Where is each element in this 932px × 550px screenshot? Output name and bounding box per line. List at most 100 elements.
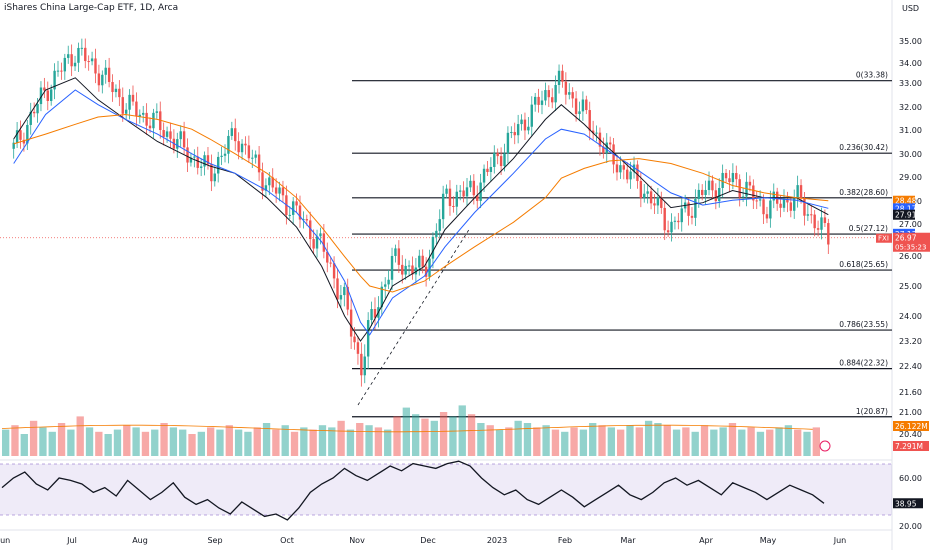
candle-body (22, 139, 26, 144)
volume-bar (598, 425, 606, 456)
candle-body (305, 219, 309, 221)
volume-bar (169, 427, 178, 456)
volume-badge-label: 7.291M (895, 442, 923, 451)
candle-body (585, 99, 588, 111)
moving-average-line (13, 113, 829, 293)
price-badge-label: 28.48 (895, 197, 917, 206)
candle-body (210, 164, 213, 182)
price-badge-label: 27.91 (895, 211, 917, 220)
candle-body (193, 156, 196, 158)
candle-body (332, 263, 336, 279)
candle-body (329, 262, 332, 264)
time-tick-label: Jun (0, 536, 10, 545)
candle-body (755, 200, 758, 202)
time-tick-label: Apr (699, 536, 714, 545)
volume-bar (589, 423, 597, 456)
candle-body (176, 139, 179, 149)
volume-bar (151, 429, 159, 456)
volume-bar (561, 431, 569, 456)
volume-bar (719, 427, 727, 456)
candle-body (482, 168, 486, 183)
candle-body (455, 191, 458, 207)
volume-bar (775, 427, 783, 456)
candle-body (636, 164, 639, 182)
candle-body (806, 214, 810, 216)
volume-bar (309, 429, 317, 456)
candle-body (278, 187, 281, 194)
candle-body (373, 309, 377, 318)
volume-bar (449, 416, 457, 456)
price-tick-label: 24.00 (899, 312, 922, 321)
candle-body (656, 197, 660, 206)
volume-badge (893, 421, 929, 431)
volume-bar (803, 431, 811, 456)
candle-body (700, 189, 704, 196)
volume-bar (179, 429, 187, 456)
candle-body (428, 258, 431, 277)
candle-body (588, 110, 591, 131)
candle-body (84, 47, 87, 62)
volume-bar (421, 418, 429, 456)
price-badge (893, 209, 915, 220)
candle-body (731, 173, 735, 183)
candle-body (326, 251, 329, 263)
candle-body (353, 336, 356, 343)
candle-body (227, 135, 230, 154)
price-badge-label: 28.17 (895, 204, 917, 213)
volume-bar (794, 429, 802, 456)
candle-body (271, 177, 274, 188)
candle-body (626, 169, 629, 180)
volume-bar (579, 429, 588, 456)
volume-bar (728, 423, 737, 456)
volume-bar (812, 427, 820, 456)
candle-body (714, 190, 718, 202)
volume-bar (132, 427, 140, 456)
candle-body (97, 73, 101, 86)
volume-bar (95, 431, 103, 456)
time-tick-label: 2023 (487, 536, 507, 545)
volume-bar (346, 429, 355, 456)
volume-bar (374, 427, 383, 456)
candle-body (591, 130, 595, 134)
volume-bar (412, 414, 420, 456)
candle-body (302, 219, 305, 221)
candle-body (646, 191, 649, 194)
candle-body (499, 156, 503, 167)
time-tick-label: Nov (349, 536, 365, 545)
time-tick-label: Dec (420, 536, 435, 545)
candle-body (748, 181, 752, 186)
volume-bar (477, 423, 485, 456)
candle-body (114, 88, 118, 93)
price-tick-label: 30.00 (899, 150, 922, 159)
volume-ma-line (1, 424, 813, 433)
volume-bar (253, 427, 261, 456)
candle-body (578, 111, 581, 115)
candle-body (424, 266, 428, 277)
candle-body (435, 230, 438, 237)
volume-bar (486, 425, 494, 456)
volume-bar (76, 416, 84, 456)
candle-body (216, 156, 220, 174)
candle-body (90, 58, 94, 62)
price-badge (893, 203, 915, 214)
candle-body (441, 193, 445, 220)
candle-body (489, 166, 493, 173)
volume-bar (207, 427, 215, 456)
candle-body (349, 309, 353, 337)
candle-body (581, 99, 585, 112)
volume-bar (113, 429, 122, 456)
candle-body (319, 233, 322, 237)
candle-body (741, 196, 745, 198)
volume-bar (328, 427, 336, 456)
time-tick-label: Mar (620, 536, 636, 545)
candle-body (472, 180, 476, 196)
candle-body (448, 188, 452, 206)
candle-body (124, 109, 128, 114)
candle-body (622, 165, 626, 170)
volume-bar (700, 425, 709, 456)
volume-bar (39, 427, 47, 456)
candle-body (561, 70, 564, 82)
candle-body (46, 90, 49, 101)
candle-body (274, 187, 278, 194)
